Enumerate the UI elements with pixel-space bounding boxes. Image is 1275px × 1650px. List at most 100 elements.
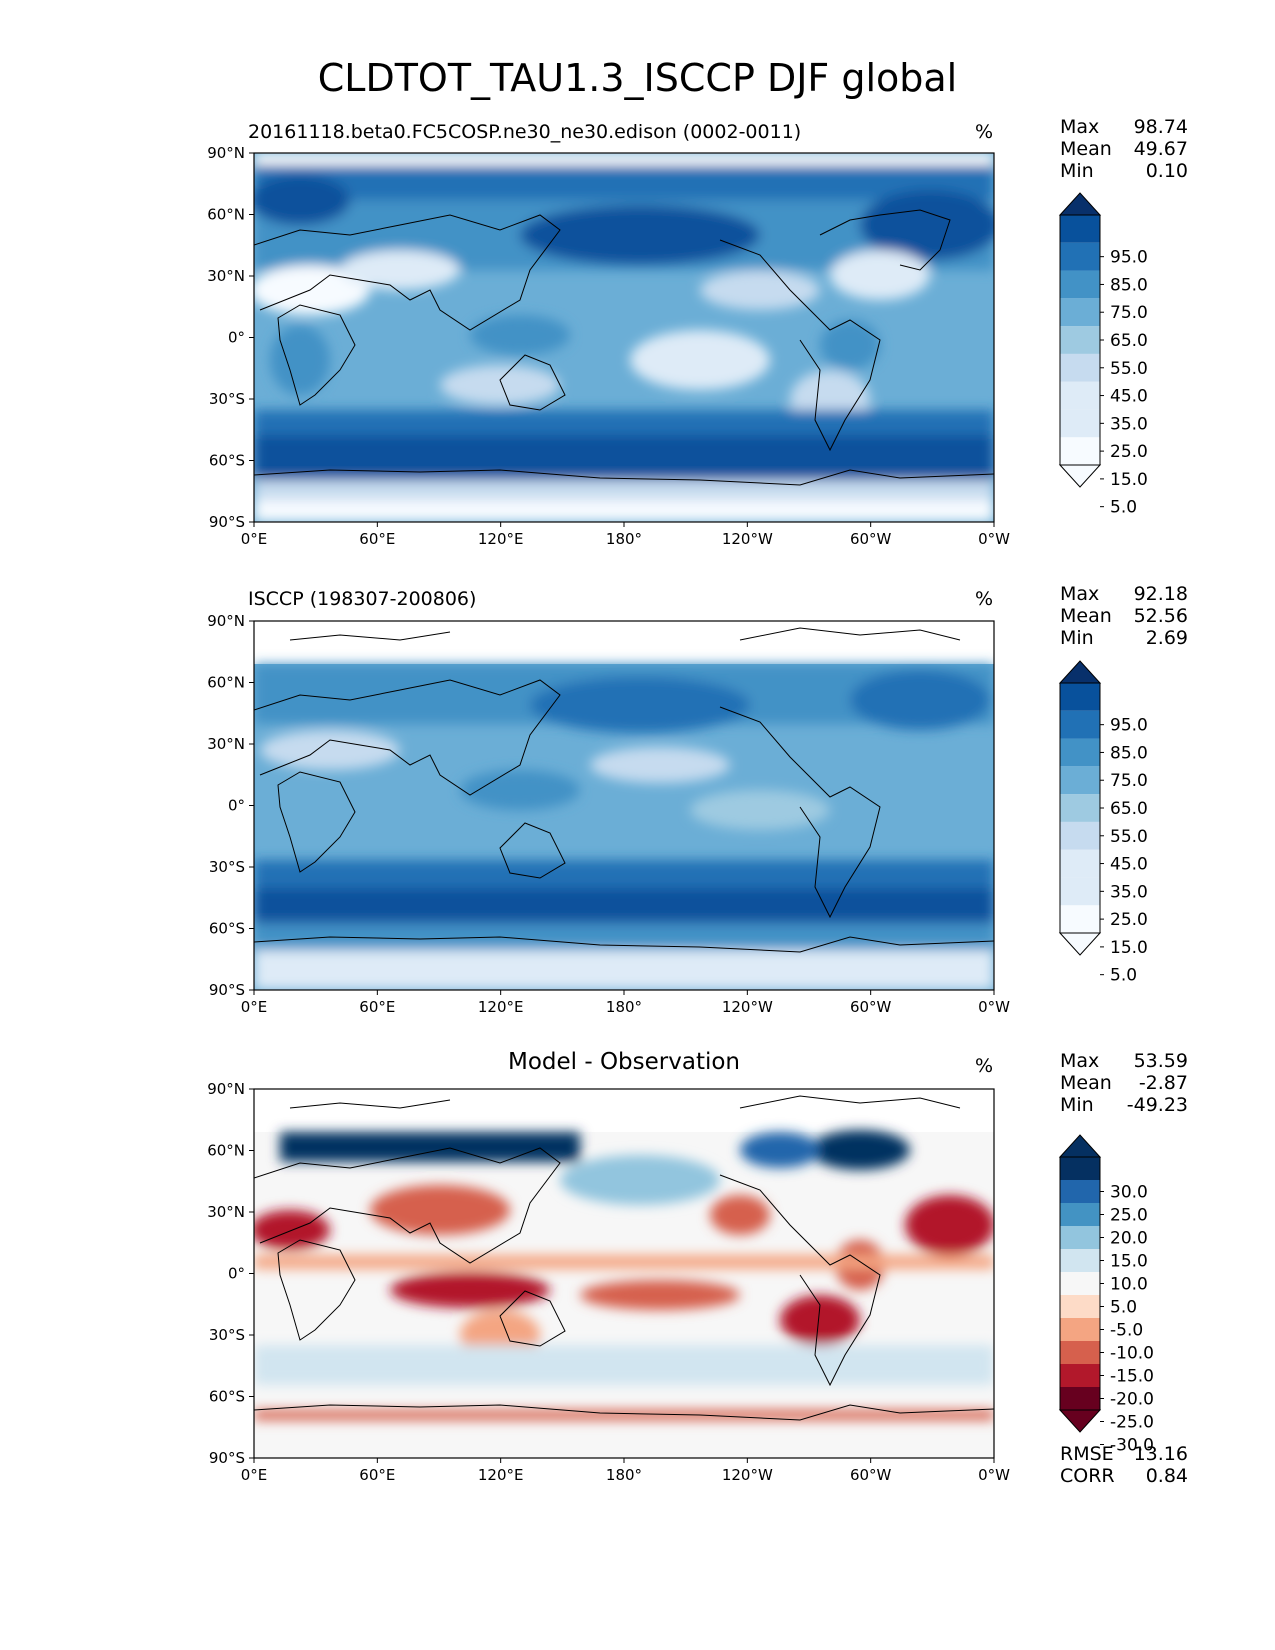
lon-tick-label: 60°W [850,998,892,1016]
lat-tick-label: 0° [228,797,245,815]
panel-2-units: % [975,588,994,610]
colorbar-tick-label: 65.0 [1110,331,1148,351]
lat-tick-label: 30°N [207,267,245,285]
colorbar-segment [1060,1157,1100,1180]
colorbar-segment [1060,1295,1100,1318]
colorbar-tick-label: 85.0 [1110,743,1148,763]
stat-min-label: Min [1060,1094,1094,1116]
stat-mean-value: 52.56 [1133,605,1188,627]
lon-tick-label: 60°W [850,530,892,548]
lat-tick-label: 90°S [209,513,245,531]
colorbar-extend-max [1058,660,1102,684]
colorbar-tick-label: 15.0 [1110,470,1148,490]
lon-tick-label: 120°E [478,530,524,548]
axis-ticks-panel-2: 90°N 60°N 30°N 0° 30°S 60°S 90°S0°E 60°E 120°E 18… [207,612,1010,1016]
colorbar-segment [1060,215,1100,243]
panel-2-title: ISCCP (198307-200806) [248,588,477,610]
lat-tick-label: 60°S [209,452,245,470]
colorbar-tick-label: 10.0 [1110,1275,1148,1295]
lon-tick-label: 60°W [850,1466,892,1484]
colorbar-segment [1060,738,1100,767]
lat-tick-label: 90°N [207,1080,245,1098]
map-panel-1: 90°N 60°N 30°N 0° 30°S 60°S 90°S0°E 60°E 120°E 18… [207,144,1148,548]
colorbar-extend-max [1058,192,1102,216]
lat-tick-label: 90°N [207,144,245,162]
lat-tick-label: 90°S [209,1449,245,1467]
colorbar-tick-label: 25.0 [1110,1206,1148,1226]
colorbar-segment [1060,242,1100,271]
colorbar-extend-max [1058,1134,1102,1158]
colorbar-segment [1060,710,1100,739]
lat-tick-label: 60°S [209,1388,245,1406]
colorbar-segment [1060,1180,1100,1203]
stat-min-value: 2.69 [1145,627,1188,649]
colorbar-tick-label: 55.0 [1110,827,1148,847]
corr-value: 0.84 [1145,1465,1188,1487]
panel-1-title: 20161118.beta0.FC5COSP.ne30_ne30.edison … [248,121,802,143]
coastlines [254,209,994,486]
colorbar-segment [1060,877,1100,906]
colorbar-tick-label: -5.0 [1110,1321,1143,1341]
lon-tick-label: 180° [606,1466,642,1484]
lon-tick-label: 0°W [978,1466,1010,1484]
colorbar-extend-min [1058,932,1102,956]
lon-tick-label: 180° [606,998,642,1016]
colorbar-segment [1060,326,1100,354]
colorbar-segment [1060,298,1100,327]
map-panel-3: 90°N 60°N 30°N 0° 30°S 60°S 90°S0°E 60°E 120°E 18… [207,1080,1154,1484]
rmse-label: RMSE [1060,1443,1114,1465]
stat-mean-value: -2.87 [1138,1072,1188,1094]
stat-mean-label: Mean [1060,605,1112,627]
lat-tick-label: 30°N [207,735,245,753]
colorbar-tick-label: 35.0 [1110,414,1148,434]
colorbar-segment [1060,794,1100,822]
lon-tick-label: 60°E [359,998,395,1016]
colorbar-segment [1060,1249,1100,1272]
lat-tick-label: 30°S [209,1326,245,1344]
colorbar-tick-label: 25.0 [1110,910,1148,930]
colorbar-tick-label: 45.0 [1110,855,1148,875]
panel-3-metrics: RMSE 13.16 CORR 0.84 [1060,1443,1188,1487]
lat-tick-label: 60°N [207,1142,245,1160]
colorbar-panel-1: 95.0 85.0 75.0 65.0 55.0 45.0 35.0 25.0 15.0 5.0 [1058,192,1148,518]
stat-max-label: Max [1060,1050,1100,1072]
panel-2-stats: Max 92.18 Mean 52.56 Min 2.69 [1060,583,1188,649]
lat-tick-label: 60°N [207,674,245,692]
colorbar-tick-label: 15.0 [1110,1252,1148,1272]
lon-tick-label: 0°W [978,998,1010,1016]
lat-tick-label: 0° [228,329,245,347]
colorbar-segment [1060,821,1100,850]
stat-min-label: Min [1060,160,1094,182]
colorbar-segment [1060,905,1100,933]
stat-max-value: 98.74 [1133,116,1188,138]
colorbar-panel-2: 95.0 85.0 75.0 65.0 55.0 45.0 35.0 25.0 15.0 5.0 [1058,660,1148,986]
stat-max-value: 53.59 [1133,1050,1188,1072]
colorbar-tick-label: 95.0 [1110,248,1148,268]
stat-min-value: 0.10 [1145,160,1188,182]
colorbar-segment [1060,1341,1100,1364]
colorbar-segment [1060,1364,1100,1387]
stat-max-label: Max [1060,583,1100,605]
colorbar-panel-3: 30.0 25.0 20.0 15.0 10.0 5.0 -5.0 -10.0 -15.0 -20… [1058,1134,1154,1456]
colorbar-tick-label: 75.0 [1110,303,1148,323]
colorbar-segment [1060,849,1100,878]
colorbar-tick-label: 65.0 [1110,799,1148,819]
panel-1-units: % [975,121,994,143]
lon-tick-label: 0°W [978,530,1010,548]
stat-mean-value: 49.67 [1133,138,1188,160]
panel-3-units: % [975,1055,994,1077]
axis-ticks-panel-3: 90°N 60°N 30°N 0° 30°S 60°S 90°S0°E 60°E 120°E 18… [207,1080,1010,1484]
colorbar-segment [1060,1318,1100,1341]
lon-tick-label: 120°W [722,1466,773,1484]
lat-tick-label: 30°S [209,390,245,408]
colorbar-tick-label: 5.0 [1110,1298,1137,1318]
lat-tick-label: 0° [228,1265,245,1283]
colorbar-tick-label: 75.0 [1110,771,1148,791]
colorbar-tick-label: 20.0 [1110,1229,1148,1249]
colorbar-tick-label: 55.0 [1110,359,1148,379]
colorbar-tick-label: 85.0 [1110,275,1148,295]
colorbar-segment [1060,766,1100,795]
stat-min-label: Min [1060,627,1094,649]
colorbar-tick-label: -30.0 [1110,1436,1154,1456]
